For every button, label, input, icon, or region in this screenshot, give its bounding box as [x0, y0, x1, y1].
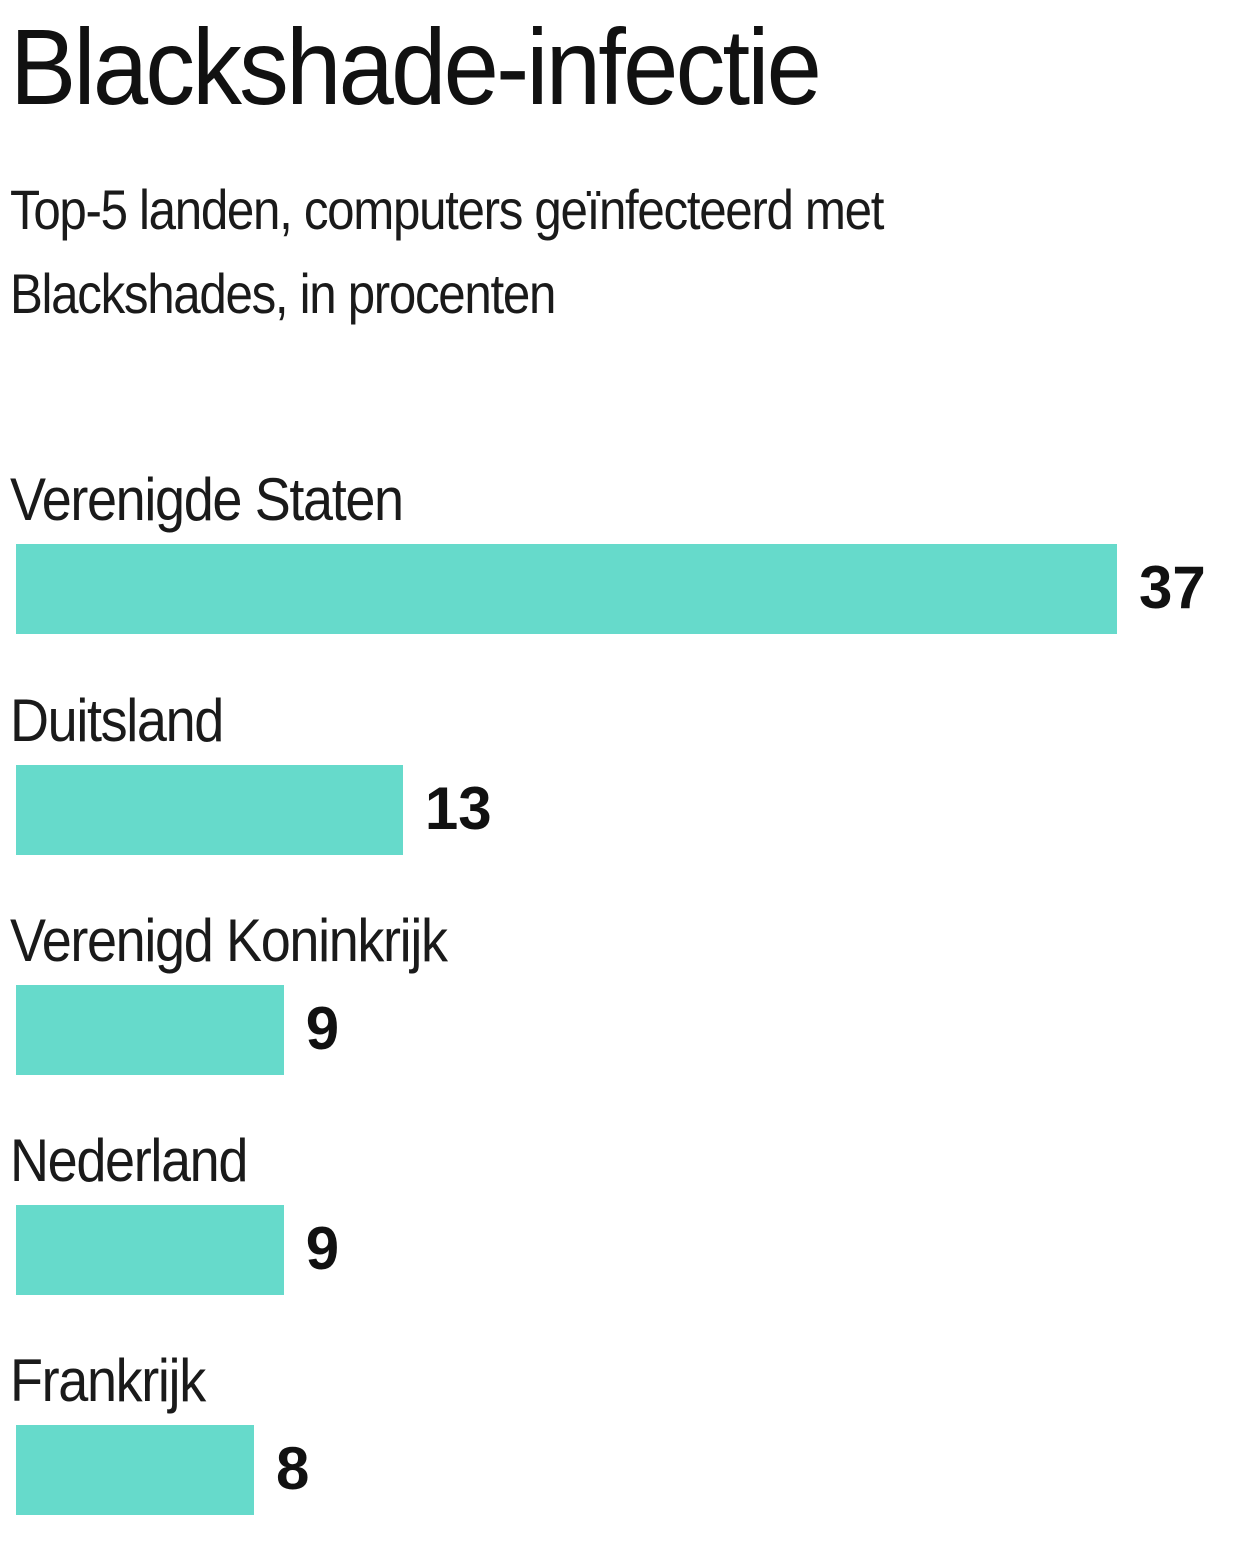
chart-subtitle: Top-5 landen, computers geïnfecteerd met…	[10, 178, 884, 325]
bar-label: Verenigd Koninkrijk	[10, 907, 448, 974]
bar	[16, 1425, 255, 1515]
bar-value: 37	[1139, 554, 1206, 621]
bar-row: Frankrijk 8	[0, 1343, 1240, 1543]
bar	[16, 985, 284, 1075]
bar-value: 8	[276, 1435, 310, 1502]
bar-row: Duitsland 13	[0, 683, 1240, 883]
bar-row: Verenigd Koninkrijk 9	[0, 903, 1240, 1103]
bar	[16, 1205, 284, 1295]
bar-label: Duitsland	[10, 687, 224, 754]
bar-label: Verenigde Staten	[10, 466, 404, 533]
bar	[16, 544, 1117, 634]
bar-value: 9	[305, 1215, 340, 1282]
bar	[16, 765, 403, 855]
bar-label: Nederland	[10, 1127, 248, 1194]
bar-label: Frankrijk	[10, 1347, 206, 1414]
bar-value: 9	[305, 995, 340, 1062]
bar-value: 13	[424, 775, 492, 842]
chart-title: Blackshade-infectie	[10, 6, 822, 127]
bar-row: Verenigde Staten 37	[0, 462, 1240, 662]
bar-row: Nederland 9	[0, 1123, 1240, 1323]
